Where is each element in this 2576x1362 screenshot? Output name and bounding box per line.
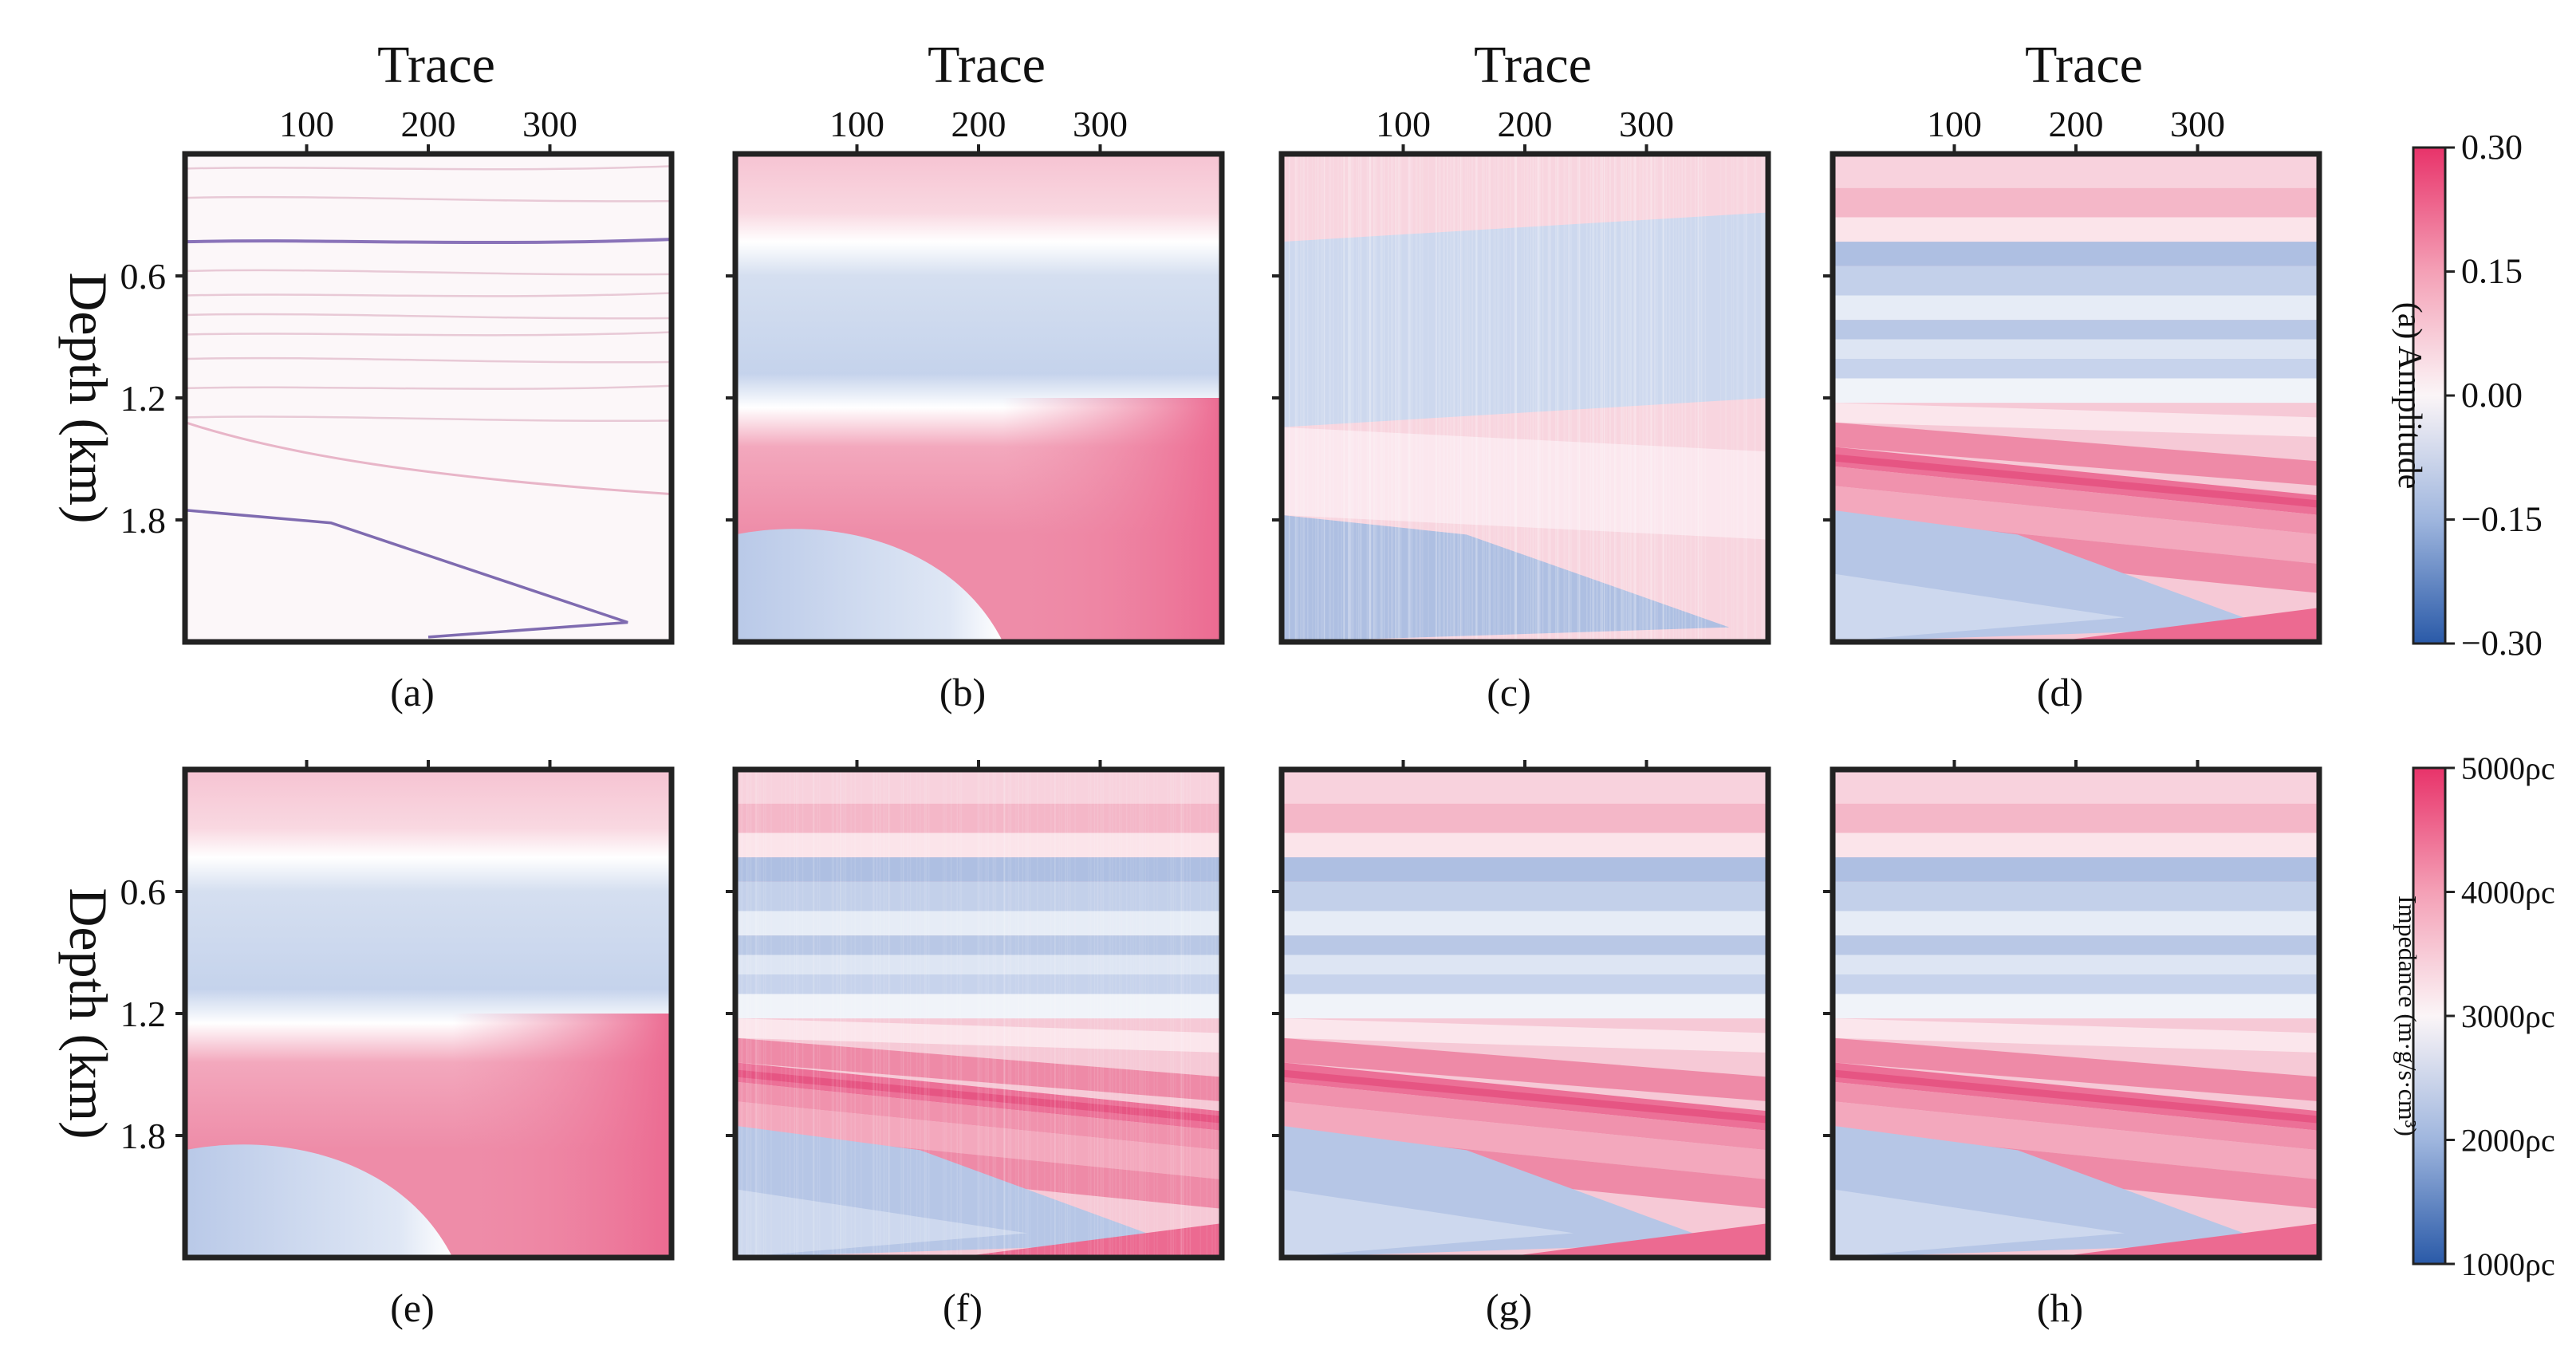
layer-band [1282, 882, 1768, 911]
panel-c: 100 200 300 Trace (c) [1272, 36, 1768, 714]
panel-label: (b) [939, 670, 986, 714]
panel-image [1282, 770, 1768, 1258]
layer-band [1833, 359, 2319, 378]
panel-h: (h) [1823, 760, 2319, 1330]
y-axis-title: Depth (km) [58, 888, 119, 1139]
layer-band [1833, 188, 2319, 218]
panel-b: 100 200 300 Trace (b) [726, 36, 1222, 714]
y-tick-label: 0.6 [120, 872, 167, 912]
layer-band [1282, 857, 1768, 882]
panel-grid: 100 200 300Trace0.61.21.8Depth (km)(a)100 2… [58, 36, 2319, 1330]
colorbar-tick-label: 1000ρc [2461, 1246, 2555, 1282]
x-axis-title: Trace [2025, 36, 2143, 94]
x-tick-label: 200 [1498, 104, 1553, 144]
layer-band [1282, 955, 1768, 974]
layer-band [1833, 242, 2319, 266]
colorbar-2: 5000ρc 4000ρc 3000ρc 2000ρc 1000ρc Impedance … [2393, 750, 2555, 1282]
layer-band [1282, 994, 1768, 1019]
panel-image [735, 154, 1222, 642]
panel-label: (c) [1487, 670, 1531, 714]
y-tick-label: 1.2 [120, 994, 167, 1034]
colorbar-tick-label: 0.15 [2461, 252, 2523, 291]
panel-label: (d) [2037, 670, 2083, 714]
colorbar-tick-label: 4000ρc [2461, 875, 2555, 911]
layer-band [1282, 833, 1768, 858]
y-tick-label: 0.6 [120, 256, 167, 297]
panel-label: (g) [1486, 1285, 1532, 1330]
panel-a: 100 200 300 Trace 0.6 1.2 1.8Depth (km) (a) [58, 36, 672, 714]
layer-band [1282, 974, 1768, 994]
x-tick-label: 100 [829, 104, 884, 144]
y-axis-title: Depth (km) [58, 272, 119, 523]
colorbar-1: 0.30 0.15 0.00 −0.15 −0.30 (a) Amplitude [2391, 128, 2543, 663]
layer-band [1282, 935, 1768, 955]
layer-band [1833, 340, 2319, 359]
x-tick-label: 200 [951, 104, 1006, 144]
colorbar-title: Impedance (m·g/s·cm³) [2393, 896, 2422, 1136]
layer-band [1833, 994, 2319, 1019]
layer-band [1833, 857, 2319, 882]
layer-band [1282, 911, 1768, 935]
panel-label: (f) [943, 1285, 983, 1330]
layer-band [1833, 320, 2319, 339]
x-tick-label: 300 [522, 104, 577, 144]
layer-band [1833, 266, 2319, 296]
x-axis-title: Trace [928, 36, 1046, 94]
colorbar-title: (a) Amplitude [2391, 302, 2428, 489]
panel-e: 0.6 1.2 1.8Depth (km) (e) [58, 760, 672, 1330]
colorbar-tick-label: −0.15 [2461, 500, 2543, 539]
x-axis-title: Trace [377, 36, 495, 94]
x-tick-label: 200 [2049, 104, 2104, 144]
colorbar-tick-label: 3000ρc [2461, 998, 2555, 1034]
panel-label: (a) [390, 670, 435, 714]
layer-band [1282, 770, 1768, 804]
smooth-right-pink [453, 1014, 672, 1258]
y-tick-label: 1.8 [120, 1116, 167, 1156]
panel-d: 100 200 300 Trace (d) [1823, 36, 2319, 714]
x-tick-label: 300 [1619, 104, 1674, 144]
layer-band [1833, 882, 2319, 911]
colorbar-tick-label: 0.00 [2461, 376, 2523, 415]
reflectivity-field [185, 154, 672, 642]
panel-label: (e) [390, 1285, 435, 1330]
x-tick-label: 300 [2170, 104, 2225, 144]
panel-image [1282, 154, 1768, 642]
figure: 100 200 300Trace0.61.21.8Depth (km)(a)100 2… [0, 0, 2576, 1362]
panel-image [1833, 154, 2319, 642]
layer-band [1282, 804, 1768, 833]
panel-g: (g) [1272, 760, 1768, 1330]
colorbar-group: 0.30 0.15 0.00 −0.15 −0.30 (a) Amplitude 5000ρ… [2391, 128, 2555, 1282]
colorbar-tick-label: −0.30 [2461, 624, 2543, 663]
panel-image [185, 770, 672, 1258]
x-tick-label: 100 [1927, 104, 1982, 144]
y-tick-label: 1.2 [120, 378, 167, 419]
smooth-right-pink [1003, 398, 1223, 642]
layer-band [1833, 911, 2319, 935]
layer-band [1833, 974, 2319, 994]
layer-band [1833, 955, 2319, 974]
colorbar-tick-label: 5000ρc [2461, 750, 2555, 786]
layer-band [1833, 295, 2319, 320]
layer-band [1833, 218, 2319, 242]
panel-image [1833, 770, 2319, 1258]
layer-band [1833, 770, 2319, 804]
y-tick-label: 1.8 [120, 500, 167, 541]
x-tick-label: 200 [401, 104, 456, 144]
layer-band [1833, 833, 2319, 858]
layer-band [1833, 379, 2319, 403]
panel-label: (h) [2037, 1285, 2083, 1330]
x-tick-label: 300 [1073, 104, 1128, 144]
layer-band [1833, 804, 2319, 833]
layer-band [1833, 154, 2319, 188]
colorbar-tick-label: 2000ρc [2461, 1123, 2555, 1159]
panel-image [735, 770, 1222, 1258]
x-axis-title: Trace [1474, 36, 1592, 94]
layer-band [1833, 935, 2319, 955]
panel-image [185, 154, 672, 642]
panel-f: (f) [726, 760, 1222, 1330]
colorbar-tick-label: 0.30 [2461, 128, 2523, 167]
x-tick-label: 100 [1376, 104, 1431, 144]
x-tick-label: 100 [279, 104, 334, 144]
